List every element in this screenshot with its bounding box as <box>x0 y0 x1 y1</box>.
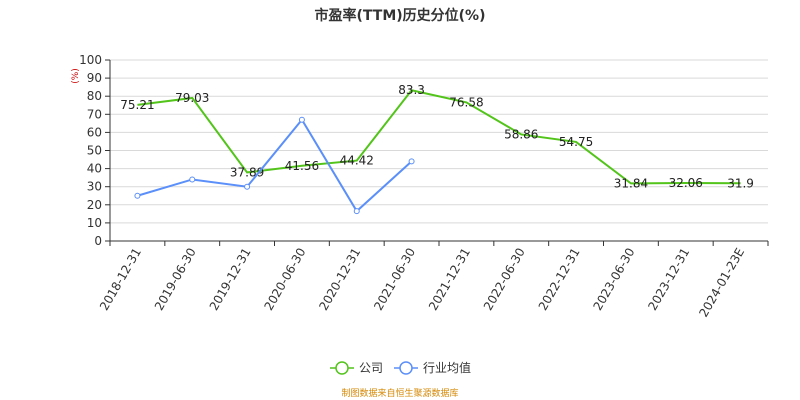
legend-item: 行业均值 <box>394 360 471 375</box>
data-label: 75.21 <box>120 98 154 112</box>
data-point <box>408 158 415 165</box>
y-axis-ticks: 0 10 20 30 40 50 60 70 80 90 100 <box>79 53 110 248</box>
data-label: 54.75 <box>559 135 593 149</box>
y-tick-label: 20 <box>87 198 102 212</box>
legend-marker <box>335 361 349 375</box>
x-tick-label: 2023-06-30 <box>591 246 638 313</box>
y-axis-unit: (%) <box>71 68 81 84</box>
y-tick-label: 40 <box>87 162 102 176</box>
x-tick-label: 2020-12-31 <box>316 246 363 313</box>
data-label: 32.06 <box>669 176 703 190</box>
data-label: 31.9 <box>727 176 754 190</box>
data-point <box>353 208 360 215</box>
data-point <box>298 116 305 123</box>
data-label: 79.03 <box>175 91 209 105</box>
data-label: 31.84 <box>614 176 648 190</box>
x-tick-label: 2020-06-30 <box>262 246 309 313</box>
x-tick-label: 2022-12-31 <box>536 246 583 313</box>
legend: 公司 行业均值 <box>330 360 471 375</box>
series-line <box>137 89 741 185</box>
data-label: 76.58 <box>449 95 483 109</box>
x-tick-label: 2023-12-31 <box>645 246 692 313</box>
data-point <box>189 176 196 183</box>
x-tick-label: 2024-01-23E <box>696 246 747 320</box>
y-tick-label: 10 <box>87 216 102 230</box>
y-tick-label: 30 <box>87 180 102 194</box>
y-tick-label: 50 <box>87 144 102 158</box>
x-tick-label: 2022-06-30 <box>481 246 528 313</box>
y-tick-label: 70 <box>87 107 102 121</box>
source-note: 制图数据来自恒生聚源数据库 <box>341 387 458 399</box>
legend-label: 行业均值 <box>423 360 471 375</box>
x-tick-label: 2021-06-30 <box>371 246 418 313</box>
x-tick-label: 2019-12-31 <box>207 245 254 312</box>
chart-title: 市盈率(TTM)历史分位(%) <box>315 7 486 24</box>
y-tick-label: 100 <box>79 53 102 67</box>
data-point <box>134 192 141 199</box>
legend-marker <box>399 361 413 375</box>
y-tick-label: 80 <box>87 89 102 103</box>
data-point <box>244 183 251 190</box>
series-1 <box>134 116 415 215</box>
series-line <box>137 117 413 213</box>
data-label: 58.86 <box>504 127 538 141</box>
gridlines <box>110 59 768 224</box>
x-tick-label: 2019-06-30 <box>152 246 199 313</box>
y-tick-label: 90 <box>87 71 102 85</box>
legend-item: 公司 <box>330 361 383 375</box>
data-label: 44.42 <box>340 154 374 168</box>
data-label: 83.3 <box>398 83 425 97</box>
x-tick-label: 2018-12-31 <box>97 246 144 313</box>
y-tick-label: 60 <box>87 125 102 139</box>
legend-label: 公司 <box>359 361 383 375</box>
y-tick-label: 0 <box>94 234 102 248</box>
data-label: 41.56 <box>285 159 319 173</box>
x-tick-label: 2021-12-31 <box>426 245 473 312</box>
